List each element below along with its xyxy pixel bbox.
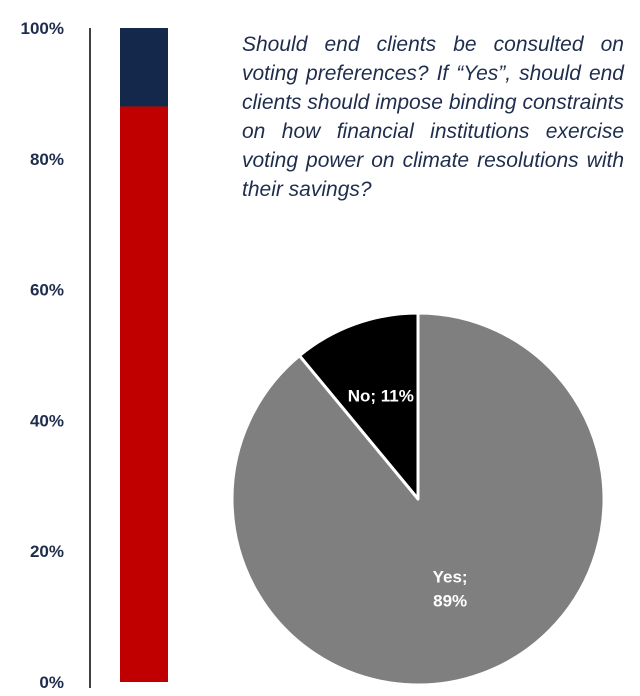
- pie-label-yes: Yes; 89%: [433, 567, 468, 610]
- pie-label-no: No; 11%: [348, 387, 414, 406]
- y-tick-label: 40%: [30, 411, 64, 430]
- y-tick-label: 100%: [21, 19, 64, 38]
- pie-slice-yes: [230, 311, 606, 687]
- y-tick-label: 80%: [30, 150, 64, 169]
- pie-chart: No; 11% Yes; 89%: [230, 311, 606, 687]
- bar-segment-2: [120, 28, 168, 107]
- stacked-bar: [120, 28, 168, 683]
- y-axis-ticks: 0% 20% 40% 60% 80% 100%: [21, 19, 64, 692]
- y-tick-label: 0%: [39, 673, 64, 692]
- y-tick-label: 20%: [30, 542, 64, 561]
- pie-question-title: Should end clients be consulted on votin…: [242, 33, 624, 201]
- pie-slice-no: [297, 311, 420, 501]
- bar-segment-1: [120, 106, 168, 683]
- y-tick-label: 60%: [30, 281, 64, 300]
